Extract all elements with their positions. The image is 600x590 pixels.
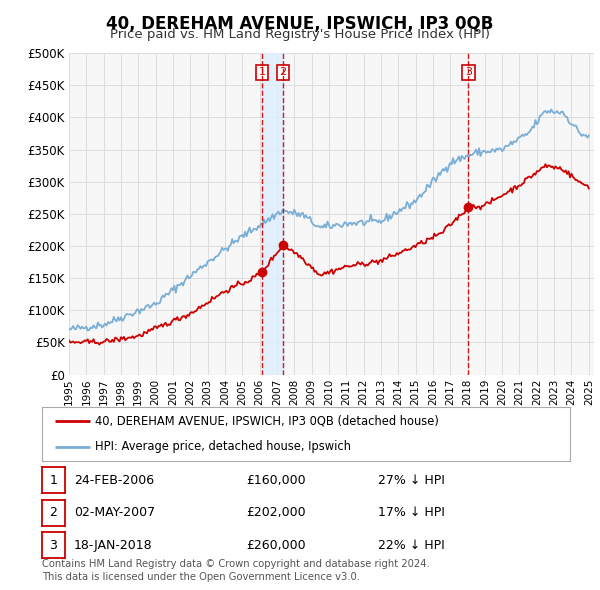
Text: 02-MAY-2007: 02-MAY-2007 [74, 506, 155, 519]
Text: 40, DEREHAM AVENUE, IPSWICH, IP3 0QB: 40, DEREHAM AVENUE, IPSWICH, IP3 0QB [106, 15, 494, 33]
Text: 3: 3 [465, 67, 472, 77]
Text: 24-FEB-2006: 24-FEB-2006 [74, 474, 154, 487]
Text: 2: 2 [49, 506, 58, 519]
Text: 18-JAN-2018: 18-JAN-2018 [74, 539, 152, 552]
Text: 27% ↓ HPI: 27% ↓ HPI [378, 474, 445, 487]
Text: 1: 1 [49, 474, 58, 487]
Text: 17% ↓ HPI: 17% ↓ HPI [378, 506, 445, 519]
Text: 1: 1 [259, 67, 266, 77]
Text: Price paid vs. HM Land Registry's House Price Index (HPI): Price paid vs. HM Land Registry's House … [110, 28, 490, 41]
Text: £202,000: £202,000 [246, 506, 305, 519]
Text: HPI: Average price, detached house, Ipswich: HPI: Average price, detached house, Ipsw… [95, 440, 351, 453]
Bar [262, 53, 283, 375]
Text: 22% ↓ HPI: 22% ↓ HPI [378, 539, 445, 552]
Text: 3: 3 [49, 539, 58, 552]
Text: £260,000: £260,000 [246, 539, 305, 552]
Text: 40, DEREHAM AVENUE, IPSWICH, IP3 0QB (detached house): 40, DEREHAM AVENUE, IPSWICH, IP3 0QB (de… [95, 415, 439, 428]
Text: £160,000: £160,000 [246, 474, 305, 487]
Text: 2: 2 [280, 67, 287, 77]
Text: Contains HM Land Registry data © Crown copyright and database right 2024.
This d: Contains HM Land Registry data © Crown c… [42, 559, 430, 582]
